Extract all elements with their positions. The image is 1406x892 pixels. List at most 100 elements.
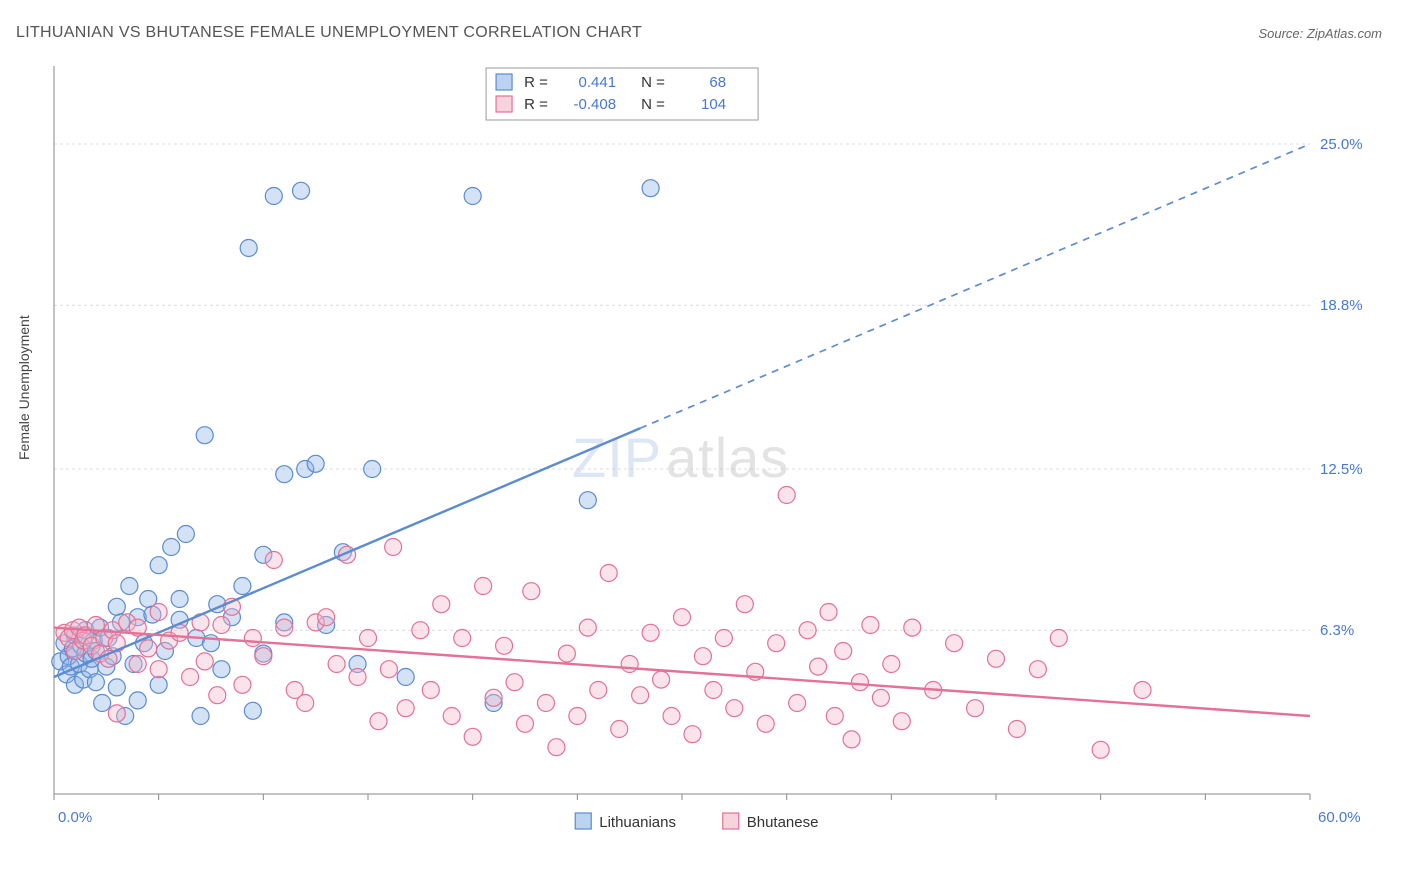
y-tick-label: 12.5% [1320, 461, 1363, 478]
lithuanians-point [171, 591, 188, 608]
bhutanese-point [209, 687, 226, 704]
y-tick-label: 25.0% [1320, 136, 1363, 153]
bhutanese-point [826, 708, 843, 725]
bhutanese-point [904, 619, 921, 636]
corr-r-label: R = [524, 74, 548, 91]
y-tick-label: 6.3% [1320, 622, 1354, 639]
bhutanese-point [590, 682, 607, 699]
corr-n-value: 104 [701, 96, 726, 113]
y-tick-label: 18.8% [1320, 297, 1363, 314]
bhutanese-point [276, 619, 293, 636]
bhutanese-point [642, 624, 659, 641]
lithuanians-point [213, 661, 230, 678]
bhutanese-point [851, 674, 868, 691]
bhutanese-point [663, 708, 680, 725]
bhutanese-point [843, 731, 860, 748]
bhutanese-point [705, 682, 722, 699]
corr-r-label: R = [524, 96, 548, 113]
bhutanese-point [433, 596, 450, 613]
lithuanians-trendline-dashed [640, 144, 1310, 428]
bhutanese-point [946, 635, 963, 652]
corr-n-label: N = [641, 74, 665, 91]
bhutanese-point [611, 721, 628, 738]
bhutanese-point [862, 617, 879, 634]
bhutanese-point [443, 708, 460, 725]
bhutanese-point [653, 671, 670, 688]
bhutanese-point [778, 487, 795, 504]
bhutanese-point [380, 661, 397, 678]
bhutanese-point [360, 630, 377, 647]
chart-svg: 6.3%12.5%18.8%25.0%0.0%60.0%ZIPatlasR =0… [50, 60, 1380, 840]
bhutanese-point [140, 640, 157, 657]
legend-label: Lithuanians [599, 814, 676, 831]
bhutanese-point [726, 700, 743, 717]
bhutanese-point [757, 715, 774, 732]
bhutanese-point [684, 726, 701, 743]
lithuanians-point [192, 708, 209, 725]
lithuanians-point [196, 427, 213, 444]
bhutanese-point [799, 622, 816, 639]
bhutanese-point [328, 656, 345, 673]
lithuanians-point [307, 455, 324, 472]
bhutanese-point [1008, 721, 1025, 738]
bhutanese-point [213, 617, 230, 634]
bhutanese-point [129, 656, 146, 673]
lithuanians-point [87, 674, 104, 691]
bhutanese-point [736, 596, 753, 613]
lithuanians-point [108, 679, 125, 696]
x-tick-label-right: 60.0% [1318, 809, 1361, 826]
bhutanese-point [150, 661, 167, 678]
bhutanese-point [569, 708, 586, 725]
bhutanese-point [820, 604, 837, 621]
bhutanese-point [422, 682, 439, 699]
lithuanians-point [397, 669, 414, 686]
bhutanese-point [537, 695, 554, 712]
bhutanese-point [789, 695, 806, 712]
lithuanians-point [579, 492, 596, 509]
bhutanese-point [694, 648, 711, 665]
bhutanese-point [715, 630, 732, 647]
corr-swatch [496, 74, 512, 90]
bhutanese-point [265, 552, 282, 569]
bhutanese-point [297, 695, 314, 712]
bhutanese-point [835, 643, 852, 660]
bhutanese-point [621, 656, 638, 673]
bhutanese-point [196, 653, 213, 670]
bhutanese-point [600, 565, 617, 582]
bhutanese-point [385, 539, 402, 556]
corr-swatch [496, 96, 512, 112]
bhutanese-point [517, 715, 534, 732]
bhutanese-point [318, 609, 335, 626]
legend-swatch [575, 813, 591, 829]
bhutanese-point [523, 583, 540, 600]
bhutanese-point [244, 630, 261, 647]
lithuanians-point [244, 702, 261, 719]
corr-n-label: N = [641, 96, 665, 113]
lithuanians-point [293, 182, 310, 199]
watermark-zip: ZIP [572, 426, 662, 489]
y-axis-label: Female Unemployment [16, 315, 32, 460]
bhutanese-point [485, 689, 502, 706]
legend-label: Bhutanese [747, 814, 819, 831]
bhutanese-trendline [54, 628, 1310, 716]
lithuanians-point [150, 676, 167, 693]
corr-r-value: -0.408 [574, 96, 617, 113]
bhutanese-point [496, 637, 513, 654]
lithuanians-point [150, 557, 167, 574]
bhutanese-point [548, 739, 565, 756]
scatter-plot: 6.3%12.5%18.8%25.0%0.0%60.0%ZIPatlasR =0… [50, 60, 1380, 840]
lithuanians-point [464, 188, 481, 205]
bhutanese-point [234, 676, 251, 693]
watermark-atlas: atlas [666, 426, 789, 489]
lithuanians-point [121, 578, 138, 595]
bhutanese-point [893, 713, 910, 730]
legend-swatch [723, 813, 739, 829]
bhutanese-point [1050, 630, 1067, 647]
lithuanians-trendline [54, 428, 640, 677]
bhutanese-point [108, 705, 125, 722]
x-tick-label-left: 0.0% [58, 809, 92, 826]
bhutanese-point [810, 658, 827, 675]
bhutanese-point [475, 578, 492, 595]
bhutanese-point [674, 609, 691, 626]
lithuanians-point [163, 539, 180, 556]
